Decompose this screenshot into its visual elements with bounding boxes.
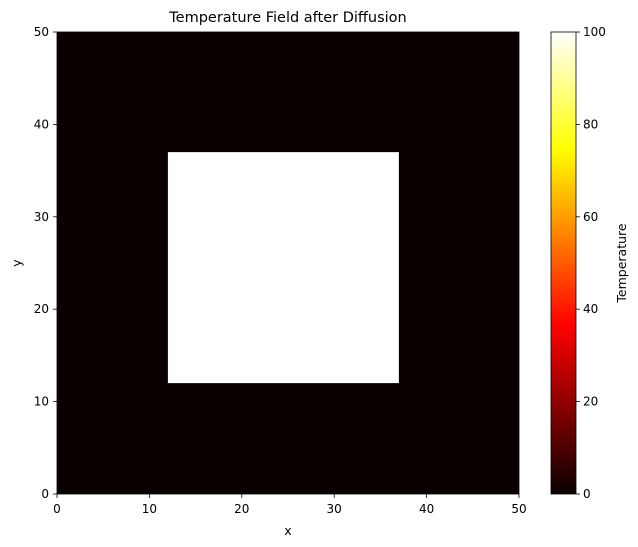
x-tick-label: 10 — [142, 502, 157, 516]
x-tick-label: 50 — [511, 502, 526, 516]
y-tick-label: 50 — [34, 25, 49, 39]
colorbar-tick-label: 60 — [583, 210, 598, 224]
y-tick-label: 20 — [34, 302, 49, 316]
x-axis-label: x — [284, 523, 291, 538]
colorbar-tick-label: 100 — [583, 25, 606, 39]
colorbar-tick-label: 0 — [583, 487, 591, 501]
colorbar-tick-label: 20 — [583, 395, 598, 409]
x-tick-label: 0 — [53, 502, 61, 516]
y-tick-label: 10 — [34, 395, 49, 409]
colorbar-tick-label: 40 — [583, 302, 598, 316]
colorbar-tick-label: 80 — [583, 117, 598, 131]
x-tick-label: 20 — [234, 502, 249, 516]
chart-title: Temperature Field after Diffusion — [168, 10, 406, 26]
x-tick-label: 40 — [419, 502, 434, 516]
colorbar — [550, 31, 577, 495]
colorbar-label: Temperature — [614, 223, 629, 303]
y-tick-label: 30 — [34, 210, 49, 224]
y-axis-label: y — [9, 259, 24, 267]
heatmap-hot-region — [167, 152, 399, 384]
plot-frame — [56, 31, 520, 495]
y-tick-label: 40 — [34, 117, 49, 131]
y-tick-label: 0 — [41, 487, 49, 501]
x-tick-label: 30 — [327, 502, 342, 516]
